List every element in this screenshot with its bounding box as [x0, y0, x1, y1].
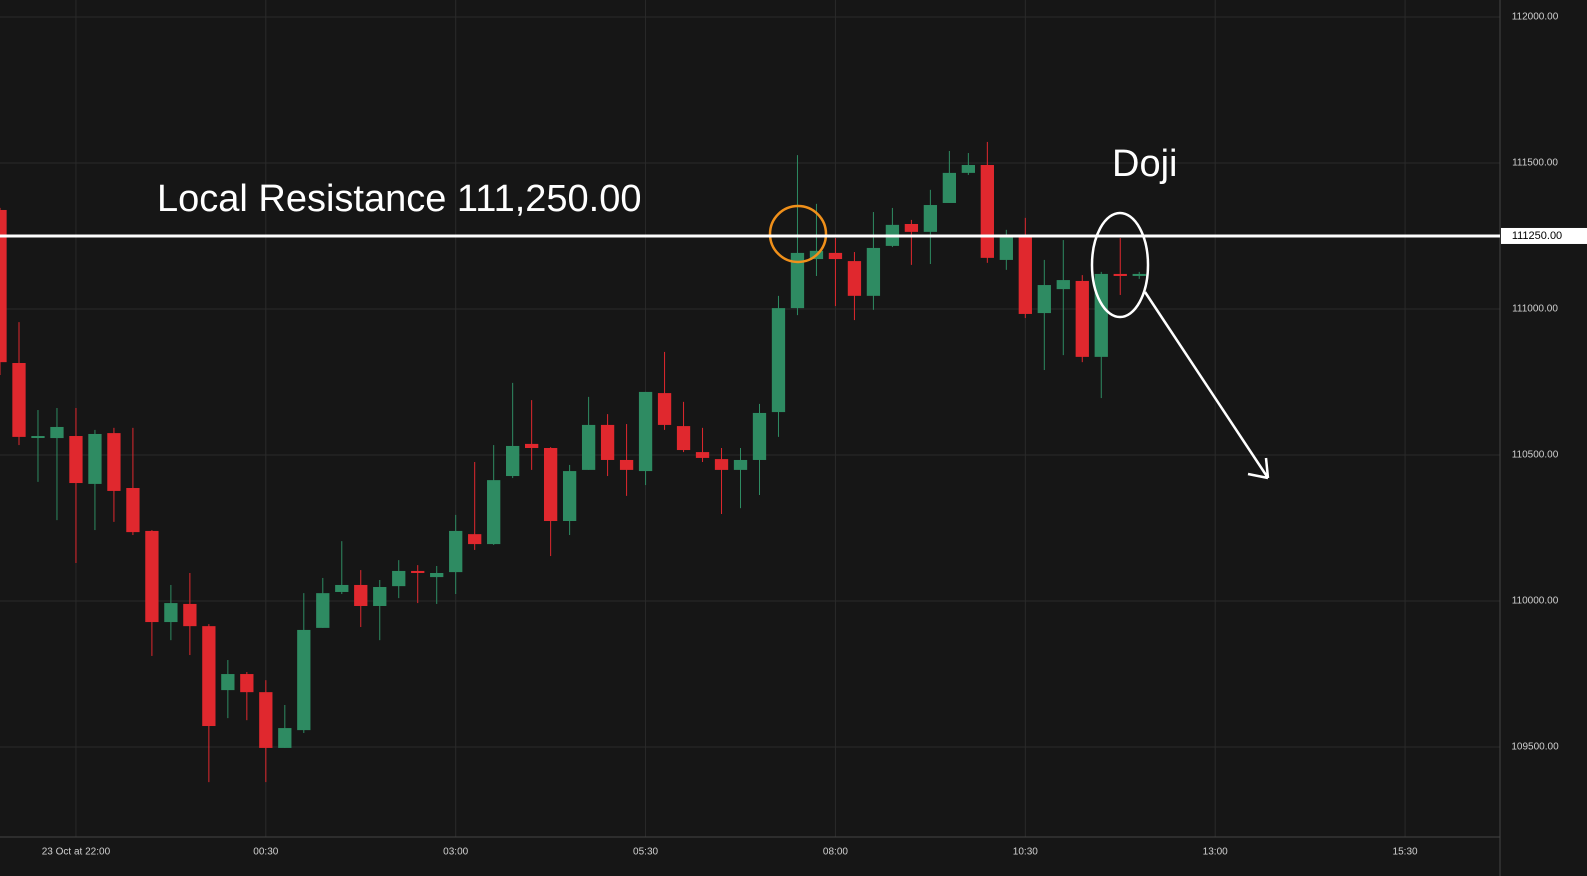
candle-body: [183, 603, 197, 627]
x-tick-label: 13:00: [1203, 847, 1228, 858]
candle-body: [354, 584, 368, 606]
x-tick-label: 00:30: [253, 847, 278, 858]
candle-body: [126, 488, 140, 533]
y-tick-label: 111500.00: [1512, 158, 1558, 169]
candle-body: [790, 252, 805, 309]
y-tick-label: 110500.00: [1512, 450, 1559, 461]
resistance-annotation: Local Resistance 111,250.00: [157, 178, 641, 220]
candle-body: [733, 459, 748, 470]
candle-body: [1056, 280, 1070, 290]
x-tick-label: 15:30: [1393, 847, 1418, 858]
candle-body: [923, 205, 938, 232]
candle-body: [88, 433, 102, 484]
doji-annotation: Doji: [1112, 143, 1177, 185]
candle-body: [676, 426, 691, 451]
candle-body: [638, 391, 653, 472]
candle-body: [543, 447, 558, 522]
resistance-price-box: [1501, 227, 1587, 244]
candle-body: [1113, 273, 1127, 276]
candle-body: [449, 530, 463, 573]
candle-body: [999, 235, 1013, 260]
candle-body: [12, 363, 26, 437]
candle-body: [904, 223, 919, 232]
candle-body: [164, 603, 178, 623]
candle-body: [240, 674, 254, 693]
candle-body: [278, 728, 292, 748]
candle-body: [562, 471, 577, 522]
candle-body: [50, 426, 64, 439]
candle-body: [581, 424, 596, 470]
candle-body: [695, 452, 710, 458]
candle-body: [468, 534, 482, 545]
candle-body: [961, 165, 975, 173]
candle-body: [1094, 273, 1108, 357]
candle-body: [942, 172, 957, 203]
candle-body: [506, 445, 520, 477]
candle-body: [866, 247, 881, 296]
candle-body: [1132, 273, 1146, 276]
candle-body: [0, 209, 7, 363]
candle-body: [373, 587, 387, 606]
candle-body: [335, 584, 349, 592]
candle-body: [619, 459, 634, 470]
candle-body: [411, 570, 425, 573]
candle-body: [714, 459, 729, 470]
candle-body: [600, 424, 615, 460]
grid: [0, 0, 1500, 837]
candle-body: [221, 674, 235, 691]
resistance-price-label: 111250.00: [1512, 230, 1562, 242]
y-tick-label: 112000.00: [1512, 12, 1559, 23]
candle-body: [980, 165, 994, 258]
candle-body: [1037, 285, 1051, 314]
y-tick-label: 110000.00: [1512, 596, 1559, 607]
x-tick-label: 05:30: [633, 847, 658, 858]
candle-body: [69, 436, 83, 484]
candle-body: [316, 593, 330, 628]
x-tick-label: 03:00: [443, 847, 468, 858]
y-tick-label: 109500.00: [1511, 742, 1559, 753]
candle-body: [847, 261, 862, 296]
candle-body: [771, 308, 786, 413]
doji-ellipse: [1090, 211, 1150, 319]
x-tick-label: 08:00: [823, 847, 848, 858]
x-tick-label: 10:30: [1013, 847, 1038, 858]
x-tick-label: 23 Oct at 22:00: [42, 847, 111, 858]
candle-body: [202, 626, 216, 727]
candle-body: [297, 629, 311, 731]
candle-body: [752, 412, 767, 460]
candle-body: [259, 692, 273, 748]
candle-body: [31, 436, 45, 439]
candle-body: [657, 393, 672, 425]
candle-body: [1018, 235, 1032, 314]
candle-body: [487, 480, 501, 545]
down-arrow: [1143, 291, 1270, 480]
highlight-circle: [768, 204, 828, 264]
candle-body: [828, 252, 843, 260]
candle-body: [430, 572, 444, 578]
y-tick-label: 111000.00: [1512, 304, 1558, 315]
candle-body: [1075, 280, 1089, 357]
candle-body: [525, 443, 539, 448]
candle-body: [145, 530, 159, 623]
candle-body: [392, 570, 406, 587]
candle-body: [107, 433, 121, 491]
